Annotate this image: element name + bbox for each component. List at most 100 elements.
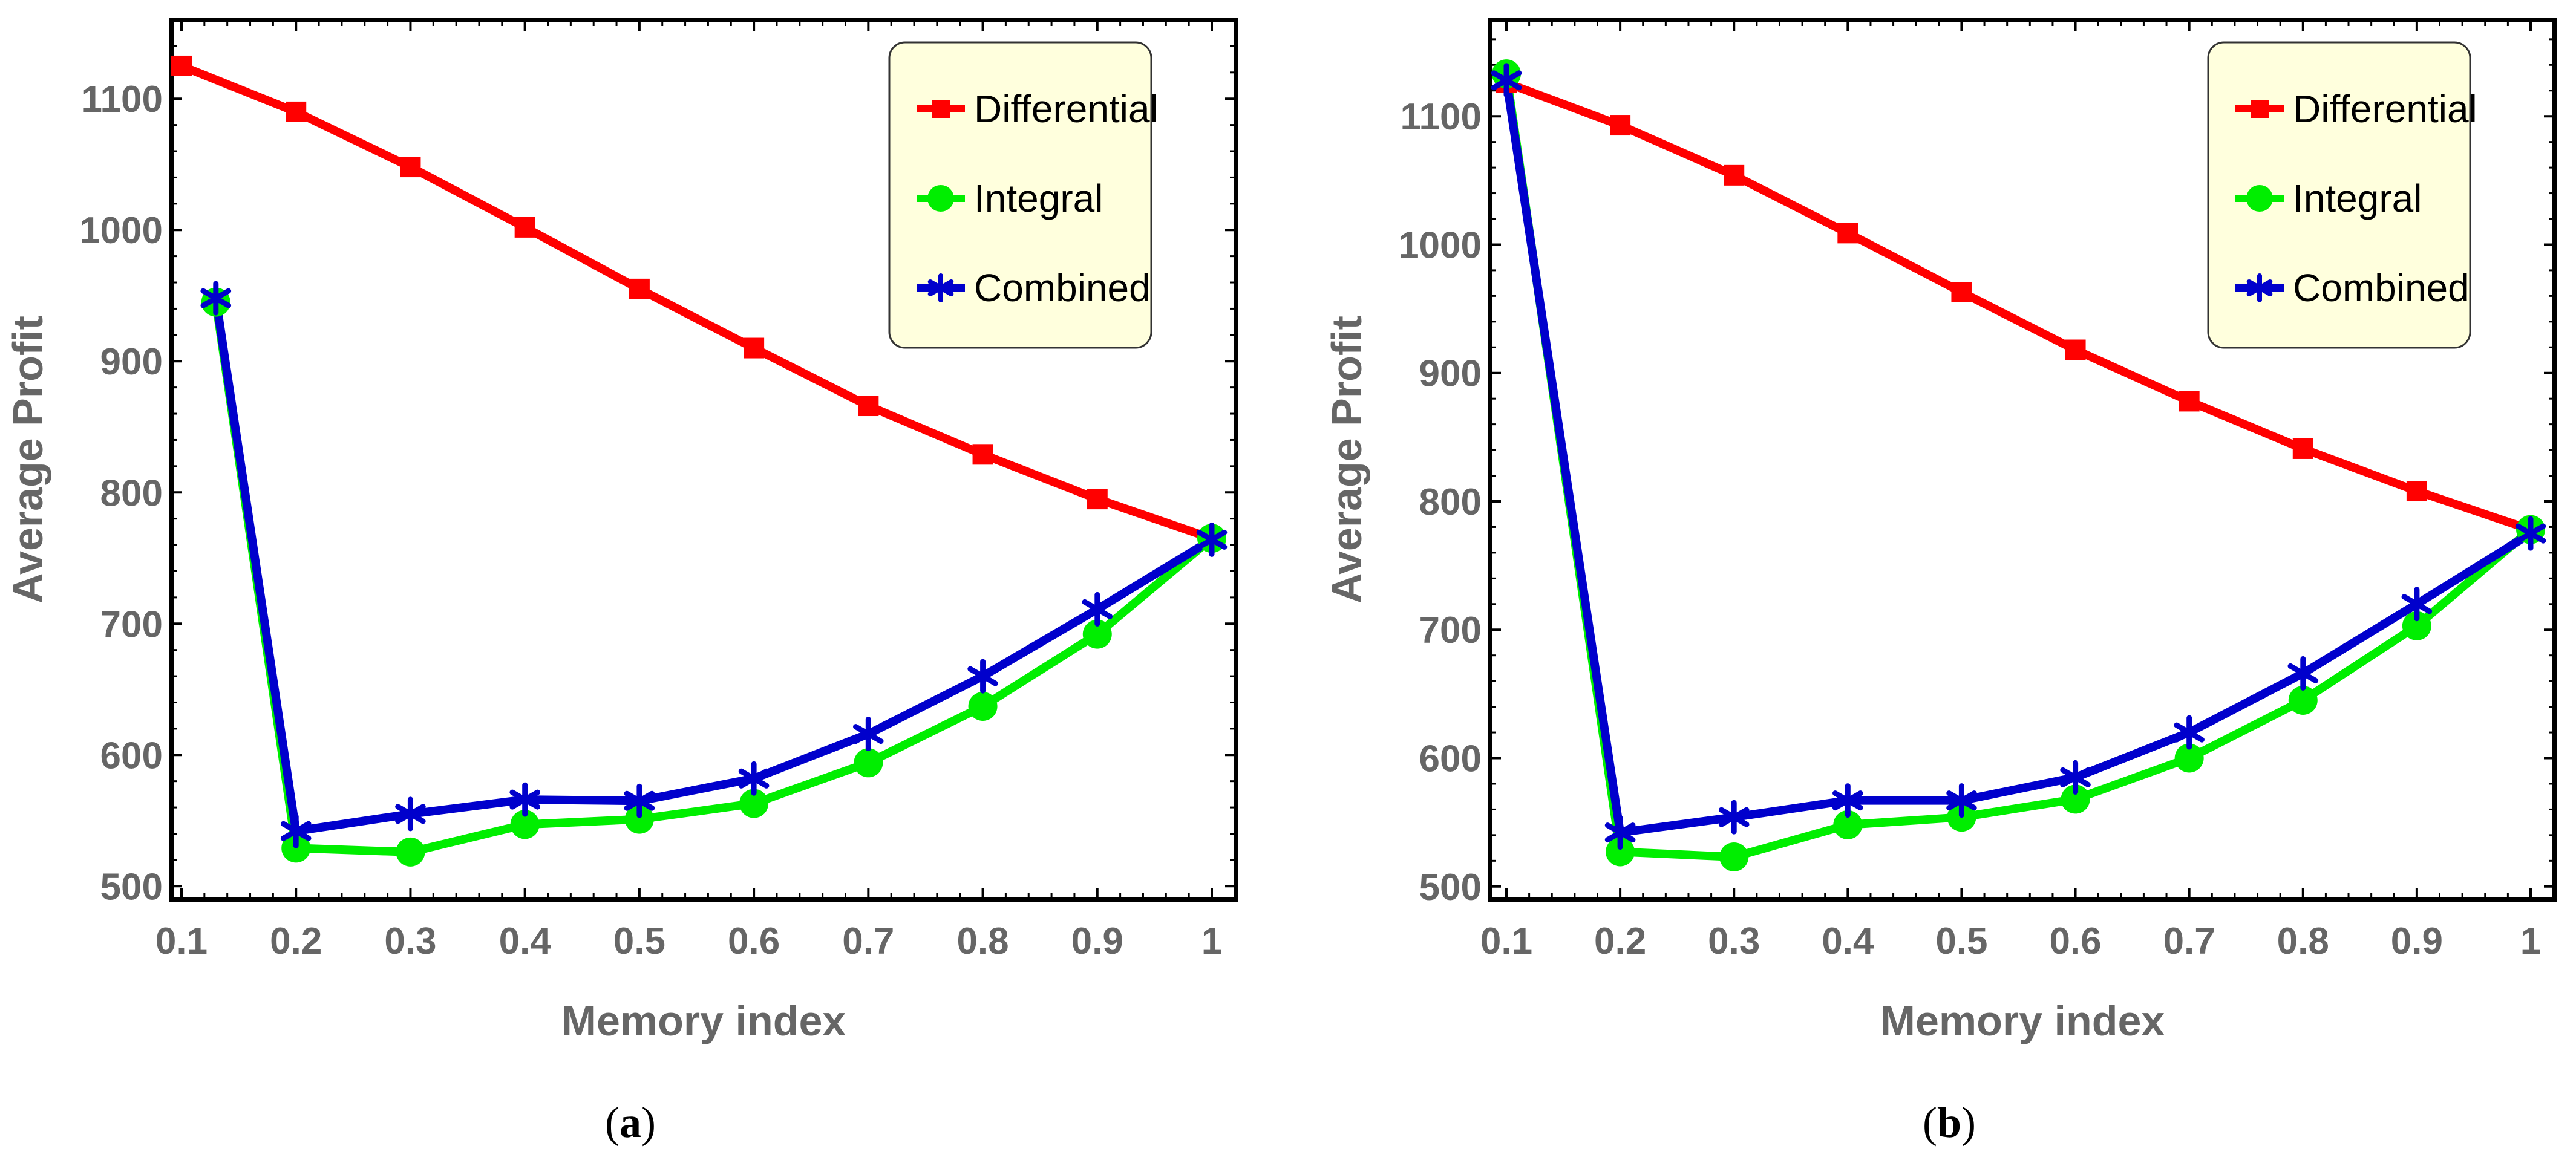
series-line-integral <box>1502 73 2534 861</box>
point-differential <box>972 444 993 465</box>
legend-label-integral: Integral <box>974 177 1103 220</box>
x-axis-title: Memory index <box>561 997 846 1044</box>
point-integral <box>854 748 883 778</box>
point-combined <box>624 783 655 818</box>
legend-marker-combined <box>2246 273 2273 302</box>
x-tick-label: 0.3 <box>384 920 436 962</box>
point-combined <box>200 281 232 316</box>
point-differential <box>2292 438 2313 459</box>
point-integral <box>739 789 769 818</box>
y-tick-label: 700 <box>100 604 163 645</box>
point-combined <box>738 761 770 796</box>
y-tick-label: 800 <box>1419 481 1482 523</box>
point-integral <box>1833 810 1863 839</box>
plot-frame <box>169 18 1238 902</box>
y-axis-title: Average Profit <box>1323 316 1370 604</box>
point-combined <box>1491 63 1522 98</box>
point-combined <box>2287 656 2319 691</box>
point-integral <box>2402 611 2431 640</box>
chart-panel-a: 500 600 700 800 900 1000 1100 0.1 0.2 0.3 0.4 0.5 0.… <box>4 18 1238 1147</box>
legend-box <box>888 41 1152 349</box>
legend: Differential Integral Combined <box>2207 41 2477 349</box>
x-tick-label: 0.5 <box>613 920 665 962</box>
point-combined <box>2401 587 2433 622</box>
caption-letter: a <box>619 1098 641 1147</box>
point-combined <box>1832 783 1863 818</box>
x-tick-label: 0.1 <box>1480 920 1532 962</box>
x-tick-label: 0.8 <box>2277 920 2329 962</box>
y-tick-label: 1000 <box>1398 224 1482 266</box>
x-tick-label: 0.6 <box>2049 920 2101 962</box>
series-line-differential <box>1505 79 2532 534</box>
point-combined <box>967 659 998 694</box>
x-tick-label: 0.7 <box>842 920 894 962</box>
caption-close-paren: ) <box>1961 1098 1976 1147</box>
y-tick-label: 900 <box>100 341 163 383</box>
legend-marker-integral <box>927 185 954 212</box>
x-axis-title: Memory index <box>1880 997 2165 1044</box>
point-combined <box>395 796 426 832</box>
y-tick-label: 600 <box>100 735 163 777</box>
series-line-integral <box>211 301 1215 856</box>
point-combined <box>2174 715 2205 750</box>
point-integral <box>2174 743 2204 773</box>
x-tick-label: 1 <box>1201 920 1222 962</box>
point-differential <box>2065 339 2086 360</box>
point-integral <box>968 691 998 721</box>
point-combined <box>280 813 312 848</box>
legend: Differential Integral Combined <box>888 41 1159 349</box>
x-tick-label: 0.3 <box>1708 920 1760 962</box>
x-tick-label: 0.4 <box>499 920 552 962</box>
point-combined <box>1082 591 1113 627</box>
y-tick-label: 600 <box>1419 738 1482 780</box>
point-combined <box>2060 760 2091 795</box>
y-tick-label: 700 <box>1419 610 1482 651</box>
point-differential <box>629 278 650 299</box>
legend-label-combined: Combined <box>974 266 1151 310</box>
y-tick-label: 500 <box>100 866 163 908</box>
point-combined <box>1946 783 1977 818</box>
panel-caption: (a) <box>605 1098 656 1147</box>
x-tick-label: 0.6 <box>728 920 780 962</box>
point-integral <box>1606 837 1635 867</box>
y-tick-label: 1100 <box>81 79 163 120</box>
point-integral <box>2061 784 2090 814</box>
point-integral <box>624 804 654 834</box>
point-combined <box>1196 522 1228 557</box>
point-differential <box>2179 391 2200 412</box>
caption-open-paren: ( <box>1923 1098 1937 1147</box>
point-integral <box>396 837 425 867</box>
legend-box <box>2207 41 2471 349</box>
y-tick-label: 500 <box>1419 867 1482 908</box>
x-tick-label: 0.4 <box>1822 920 1874 962</box>
point-integral <box>1082 619 1112 649</box>
point-differential <box>858 396 879 417</box>
series-line-combined <box>1502 79 2533 837</box>
x-tick-label: 0.9 <box>2391 920 2443 962</box>
caption-open-paren: ( <box>605 1098 619 1147</box>
point-integral <box>2288 685 2318 715</box>
point-differential <box>171 55 192 76</box>
y-axis-title: Average Profit <box>4 316 51 604</box>
x-tick-label: 0.8 <box>956 920 1008 962</box>
point-differential <box>514 217 535 238</box>
point-differential <box>2406 481 2427 502</box>
point-differential <box>286 101 307 122</box>
legend-marker-differential <box>2251 100 2269 118</box>
y-tick-label: 1100 <box>1400 96 1482 138</box>
point-differential <box>1087 489 1108 510</box>
caption-close-paren: ) <box>641 1098 656 1147</box>
point-combined <box>1718 800 1750 835</box>
legend-marker-differential <box>932 100 950 118</box>
point-differential <box>1951 281 1972 302</box>
point-differential <box>1837 223 1858 244</box>
y-tick-label: 1000 <box>79 210 163 252</box>
legend-marker-integral <box>2246 185 2273 212</box>
panel-caption: (b) <box>1923 1098 1976 1147</box>
point-differential <box>1610 115 1631 136</box>
point-combined <box>509 782 540 817</box>
x-tick-label: 0.2 <box>270 920 322 962</box>
x-tick-label: 0.7 <box>2163 920 2215 962</box>
series-line-differential <box>180 62 1214 542</box>
